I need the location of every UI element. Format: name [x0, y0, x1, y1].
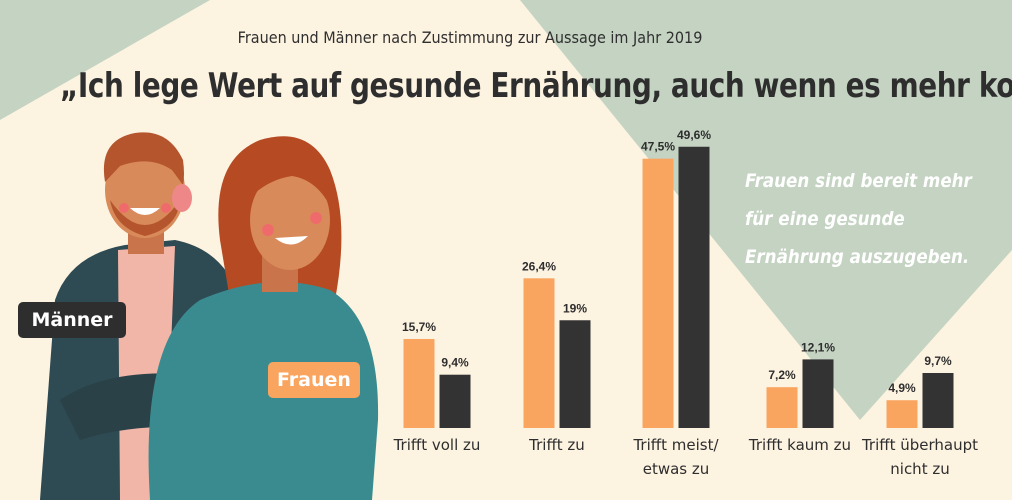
- man-face: [105, 142, 185, 238]
- man-cheek-left: [119, 203, 129, 213]
- callout-note: Frauen sind bereit mehr für eine gesunde…: [745, 162, 1005, 276]
- bar-women: [886, 400, 918, 428]
- category-label: Trifft kaum zu: [748, 436, 851, 454]
- chart-subtitle: Frauen und Männer nach Zustimmung zur Au…: [237, 28, 703, 47]
- bar-men: [439, 374, 471, 428]
- bar-women: [766, 387, 798, 428]
- bar-men: [922, 373, 954, 428]
- category-label: etwas zu: [643, 460, 710, 478]
- woman-illustration: [148, 136, 379, 500]
- callout-line: für eine gesunde: [745, 208, 905, 230]
- bar-men: [559, 320, 591, 428]
- data-label: 7,2%: [768, 368, 796, 382]
- woman-hair-front: [248, 151, 332, 210]
- data-label: 9,4%: [441, 356, 469, 370]
- callout-line: Ernährung auszugeben.: [745, 246, 970, 268]
- bar-men: [678, 146, 710, 428]
- data-label: 19%: [563, 301, 587, 315]
- man-cheek-right: [161, 203, 171, 213]
- data-label: 9,7%: [924, 354, 952, 368]
- woman-smile: [275, 236, 308, 245]
- bar-women: [523, 278, 555, 428]
- data-label: 26,4%: [522, 259, 556, 273]
- legend-men: Männer: [18, 302, 126, 338]
- data-label: 15,7%: [402, 320, 436, 334]
- callout-line: Frauen sind bereit mehr: [745, 170, 972, 192]
- bar-men: [802, 359, 834, 428]
- man-ear: [172, 184, 192, 212]
- bar-women: [642, 158, 674, 429]
- data-label: 47,5%: [641, 140, 675, 154]
- man-beard: [110, 200, 180, 236]
- man-smile: [130, 208, 160, 215]
- woman-cheek-right: [310, 212, 322, 224]
- woman-cheek-left: [262, 224, 274, 236]
- category-label: Trifft überhaupt: [861, 436, 978, 454]
- data-label: 49,6%: [677, 128, 711, 142]
- man-hair: [103, 132, 184, 185]
- legend-women: Frauen: [268, 362, 360, 398]
- background-green-corner: [0, 0, 210, 120]
- category-label: Trifft zu: [528, 436, 585, 454]
- category-label: Trifft meist/: [632, 436, 719, 454]
- data-label: 4,9%: [888, 381, 916, 395]
- chart-title: „Ich lege Wert auf gesunde Ernährung, au…: [60, 66, 1012, 106]
- category-label: nicht zu: [890, 460, 949, 478]
- bar-women: [403, 338, 435, 428]
- data-label: 12,1%: [801, 340, 835, 354]
- woman-sweater: [148, 282, 379, 500]
- woman-face: [250, 170, 330, 270]
- background-green-band: [520, 0, 1012, 420]
- category-label: Trifft voll zu: [393, 436, 481, 454]
